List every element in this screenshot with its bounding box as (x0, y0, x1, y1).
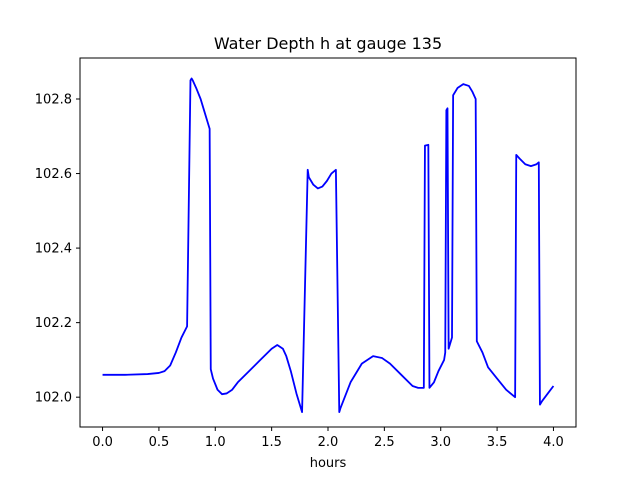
x-axis-label: hours (310, 456, 347, 471)
x-tick-label: 1.5 (261, 435, 282, 450)
y-tick-label: 102.2 (35, 316, 72, 331)
x-tick-label: 3.0 (430, 435, 451, 450)
x-axis: 0.0 0.5 1.0 1.5 2.0 2.5 3.0 3.5 4.0 (92, 427, 564, 450)
y-tick-label: 102.6 (35, 167, 72, 182)
x-tick-label: 0.5 (149, 435, 170, 450)
y-tick-label: 102.8 (35, 93, 72, 108)
x-tick-label: 0.0 (92, 435, 113, 450)
series-line-1 (102, 77, 555, 413)
chart-title: Water Depth h at gauge 135 (214, 34, 442, 53)
y-tick-label: 102.4 (35, 242, 72, 257)
x-tick-label: 1.0 (205, 435, 226, 450)
x-tick-label: 2.5 (374, 435, 395, 450)
x-tick-label: 4.0 (543, 435, 564, 450)
plot-area (102, 77, 555, 413)
x-tick-label: 3.5 (487, 435, 508, 450)
x-tick-label: 2.0 (318, 435, 339, 450)
y-tick-label: 102.0 (35, 391, 72, 406)
y-axis: 102.0 102.2 102.4 102.6 102.8 (35, 93, 80, 406)
